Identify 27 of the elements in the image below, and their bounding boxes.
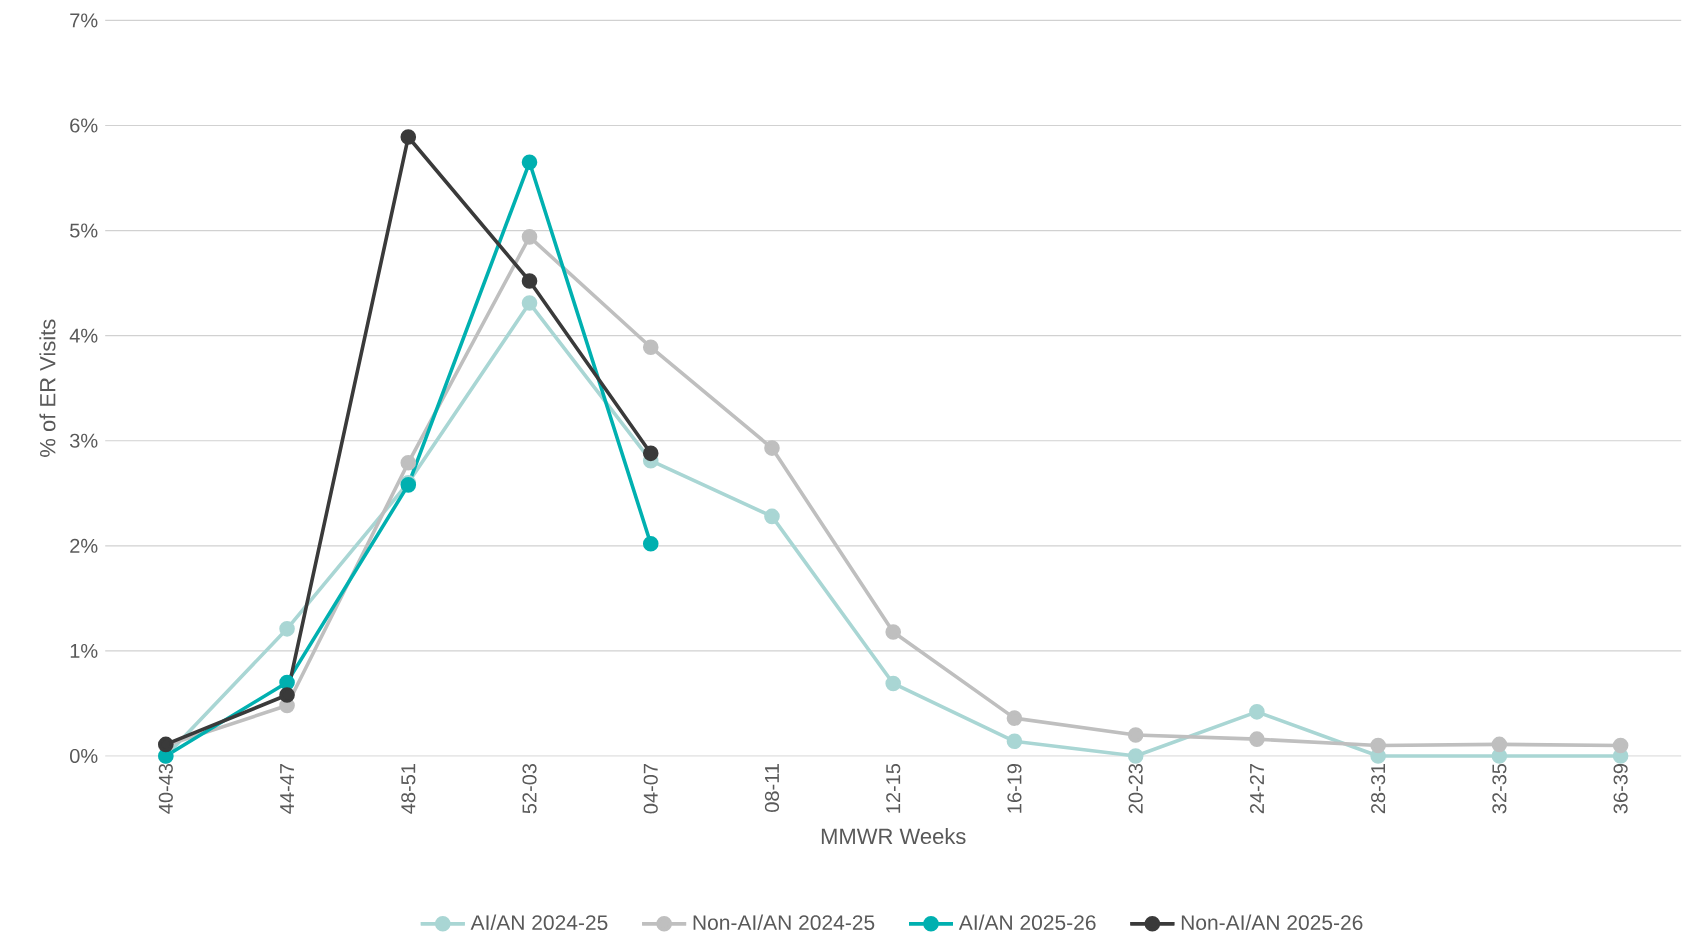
x-tick-label: 04-07	[643, 764, 658, 814]
y-tick-label: 2%	[70, 538, 98, 553]
y-axis-title: % of ER Visits	[39, 319, 56, 457]
x-axis-title: MMWR Weeks	[821, 827, 966, 845]
x-tick-label: 20-23	[1128, 763, 1143, 814]
x-tick-label: 48-51	[401, 764, 416, 814]
x-tick-label: 52-03	[522, 763, 537, 814]
legend-label: Non-AI/AN 2024-25	[693, 914, 875, 931]
x-tick-label: 36-39	[1613, 763, 1628, 814]
y-tick-label: 7%	[70, 13, 98, 28]
legend-label: AI/AN 2024-25	[470, 914, 608, 931]
y-tick-label: 6%	[70, 118, 98, 133]
y-tick-label: 0%	[70, 748, 98, 764]
legend-label: AI/AN 2025-26	[958, 914, 1096, 931]
x-tick-label: 24-27	[1249, 764, 1264, 814]
x-tick-label: 40-43	[158, 763, 173, 814]
x-tick-label: 28-31	[1371, 764, 1386, 814]
x-tick-label: 32-35	[1492, 763, 1507, 814]
x-tick-label: 08-11	[764, 764, 780, 812]
x-tick-label: 44-47	[280, 764, 294, 814]
x-tick-label: 16-19	[1007, 763, 1022, 813]
legend-label: Non-AI/AN 2025-26	[1181, 914, 1363, 931]
y-tick-label: 3%	[69, 433, 98, 448]
y-tick-label: 4%	[69, 328, 98, 343]
y-tick-label: 5%	[70, 223, 98, 238]
x-tick-label: 12-15	[886, 763, 901, 813]
y-tick-label: 1%	[70, 643, 98, 658]
